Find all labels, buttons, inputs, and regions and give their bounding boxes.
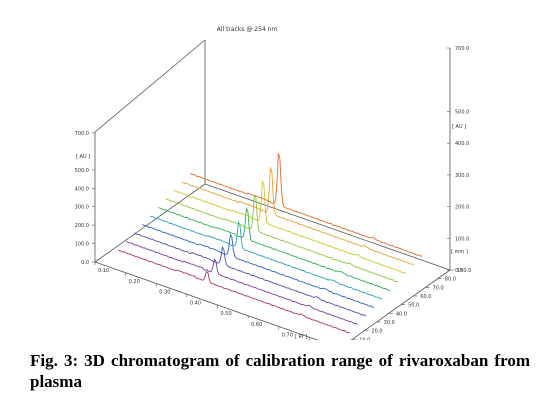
mm-tick-label: 70.0 [433, 285, 444, 291]
right-au-tick-label: 200.0 [455, 205, 469, 211]
chromatogram-trace-9 [181, 167, 415, 266]
rf-tick-label: 0.70 [282, 333, 293, 339]
mm-tick-label: 30.0 [384, 320, 395, 326]
floor-front-edge [94, 261, 319, 340]
chromatogram-trace-1 [117, 249, 351, 334]
right-au-tick-label: 700.0 [455, 46, 469, 52]
chromatogram-trace-6 [157, 206, 391, 291]
top-wall-edge [94, 39, 206, 133]
mm-tick-label: 20.0 [371, 329, 382, 335]
mm-tick-label: 60.0 [420, 294, 431, 300]
chromatogram-trace-5 [149, 215, 383, 300]
left-au-tick-label: 0.0 [81, 260, 89, 266]
chromatogram-trace-2 [125, 241, 359, 325]
left-au-tick-label: 100.0 [75, 242, 89, 248]
left-au-axis: 0.0 100.0 200.0 300.0 400.0 500.0 700.0 [75, 131, 95, 266]
left-au-tick-label: 400.0 [75, 186, 89, 192]
mm-tick-label: 10.0 [359, 337, 370, 340]
left-au-axis-label: [ AU ] [76, 154, 90, 160]
right-au-axis: 0.0 100.0 200.0 300.0 400.0 500.0 700.0 [447, 46, 469, 274]
floor-far-edge [204, 183, 451, 271]
left-au-tick-label: 700.0 [75, 131, 89, 137]
floor-back-edge [94, 183, 206, 263]
right-au-tick-label: 300.0 [455, 173, 469, 179]
mm-tick-label: 150.0 [457, 268, 471, 274]
rf-axis-label: [ Rf ] [295, 334, 307, 340]
chromatogram-trace-4 [141, 224, 375, 309]
chart-title: All tracks @ 254 nm [217, 26, 278, 33]
rf-tick-label: 0.30 [159, 290, 170, 296]
left-au-tick-label: 300.0 [75, 205, 89, 211]
mm-tick-label: 80.0 [445, 277, 456, 283]
rf-axis: 0.100.200.300.400.500.600.700.801.00 [94, 262, 310, 340]
chromatogram-trace-3 [133, 232, 367, 317]
right-au-tick-label: 500.0 [455, 109, 469, 115]
rf-tick-label: 0.60 [251, 322, 262, 328]
rf-tick-label: 0.20 [129, 279, 140, 285]
mm-tick-label: 50.0 [408, 303, 419, 309]
left-au-tick-label: 200.0 [75, 223, 89, 229]
rf-tick-label: 0.10 [98, 268, 109, 274]
right-au-tick-label: 100.0 [455, 236, 469, 242]
floor-right-edge [350, 269, 451, 340]
left-au-tick-label: 500.0 [75, 168, 89, 174]
chromatogram-trace-8 [173, 180, 407, 274]
mm-axis-label: [ mm ] [451, 249, 468, 255]
mm-tick-label: 40.0 [396, 311, 407, 317]
rf-tick-label: 0.50 [221, 311, 232, 317]
chromatogram-3d-chart: All tracks @ 254 nm 0.0 100.0 200.0 300.0 40… [75, 26, 471, 340]
right-au-tick-label: 400.0 [455, 141, 469, 147]
right-au-tick-label: 0.0 [455, 268, 463, 274]
chromatogram-trace-10 [189, 153, 423, 258]
figure-caption: Fig. 3: 3D chromatogram of calibration r… [30, 351, 530, 391]
right-au-axis-label: [ AU ] [452, 124, 466, 130]
rf-tick-label: 0.40 [190, 300, 201, 306]
chromatogram-trace-7 [165, 194, 399, 283]
chromatogram-traces [117, 153, 423, 334]
